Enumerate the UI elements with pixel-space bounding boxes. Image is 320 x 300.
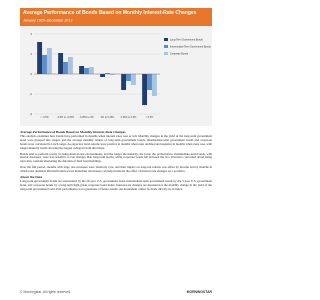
bar bbox=[58, 53, 64, 74]
bar bbox=[46, 48, 52, 74]
y-tick-label: 4 bbox=[30, 32, 32, 36]
legend-label: Long-Term Government Bonds bbox=[170, 39, 203, 42]
bar bbox=[109, 74, 115, 75]
y-tick-label: 2 bbox=[30, 52, 32, 56]
chart: Average Performance of Bonds Based on Mo… bbox=[20, 8, 212, 126]
x-tick-label: 0.25% to 0.5% bbox=[121, 116, 137, 119]
section-heading: About the Data bbox=[20, 175, 43, 180]
x-tick-label: > 0.5% bbox=[146, 116, 154, 119]
legend-swatch bbox=[164, 45, 168, 48]
legend-swatch bbox=[164, 52, 168, 55]
legend-label: Corporate Bonds bbox=[170, 53, 189, 56]
footer-text: © Morningstar. All rights reserved. bbox=[20, 290, 71, 294]
bar bbox=[37, 42, 43, 74]
paragraph: Long-term government bonds are represent… bbox=[20, 178, 212, 191]
bar bbox=[63, 62, 68, 74]
bar bbox=[121, 74, 127, 90]
x-tick-label: 0% to 0.25% bbox=[101, 116, 115, 119]
footer-logo: MORNINGSTAR bbox=[186, 290, 212, 294]
chart-panel bbox=[20, 8, 212, 126]
bar bbox=[67, 57, 73, 74]
bar bbox=[88, 67, 94, 74]
bar bbox=[84, 68, 89, 74]
y-tick-label: -2 bbox=[29, 92, 32, 96]
paragraph: This analysis examines how bonds have pe… bbox=[20, 133, 213, 150]
bar bbox=[42, 55, 47, 74]
bar bbox=[126, 74, 131, 81]
bar bbox=[147, 74, 152, 90]
legend-label: Intermediate-Term Government Bonds bbox=[170, 46, 211, 49]
bar bbox=[100, 74, 106, 77]
chart-header bbox=[20, 8, 212, 26]
bar bbox=[151, 74, 157, 96]
y-tick-label: 0 bbox=[30, 72, 32, 76]
section-heading: Average Performance of Bonds Based on Mo… bbox=[20, 130, 126, 134]
legend-swatch bbox=[164, 38, 168, 41]
x-tick-label: -0.5% to -0.25% bbox=[57, 116, 75, 119]
x-tick-label: < -0.5% bbox=[40, 116, 49, 119]
page: Average Performance of Bonds Based on Mo… bbox=[20, 8, 213, 294]
chart-subtitle: January 1926–December 2013 bbox=[22, 19, 72, 23]
y-tick-label: -4 bbox=[29, 112, 32, 116]
bar bbox=[79, 66, 85, 74]
bar bbox=[142, 74, 148, 105]
bar bbox=[105, 73, 110, 74]
x-tick-label: -0.25% to 0% bbox=[79, 116, 94, 119]
bar bbox=[130, 74, 136, 85]
paragraph: Over the full period, months with large … bbox=[20, 165, 212, 174]
chart-title: Average Performance of Bonds Based on Mo… bbox=[23, 10, 197, 16]
paragraph: Bonds tend to perform poorly in rising-i… bbox=[20, 151, 212, 164]
body-text: Average Performance of Bonds Based on Mo… bbox=[20, 130, 213, 192]
